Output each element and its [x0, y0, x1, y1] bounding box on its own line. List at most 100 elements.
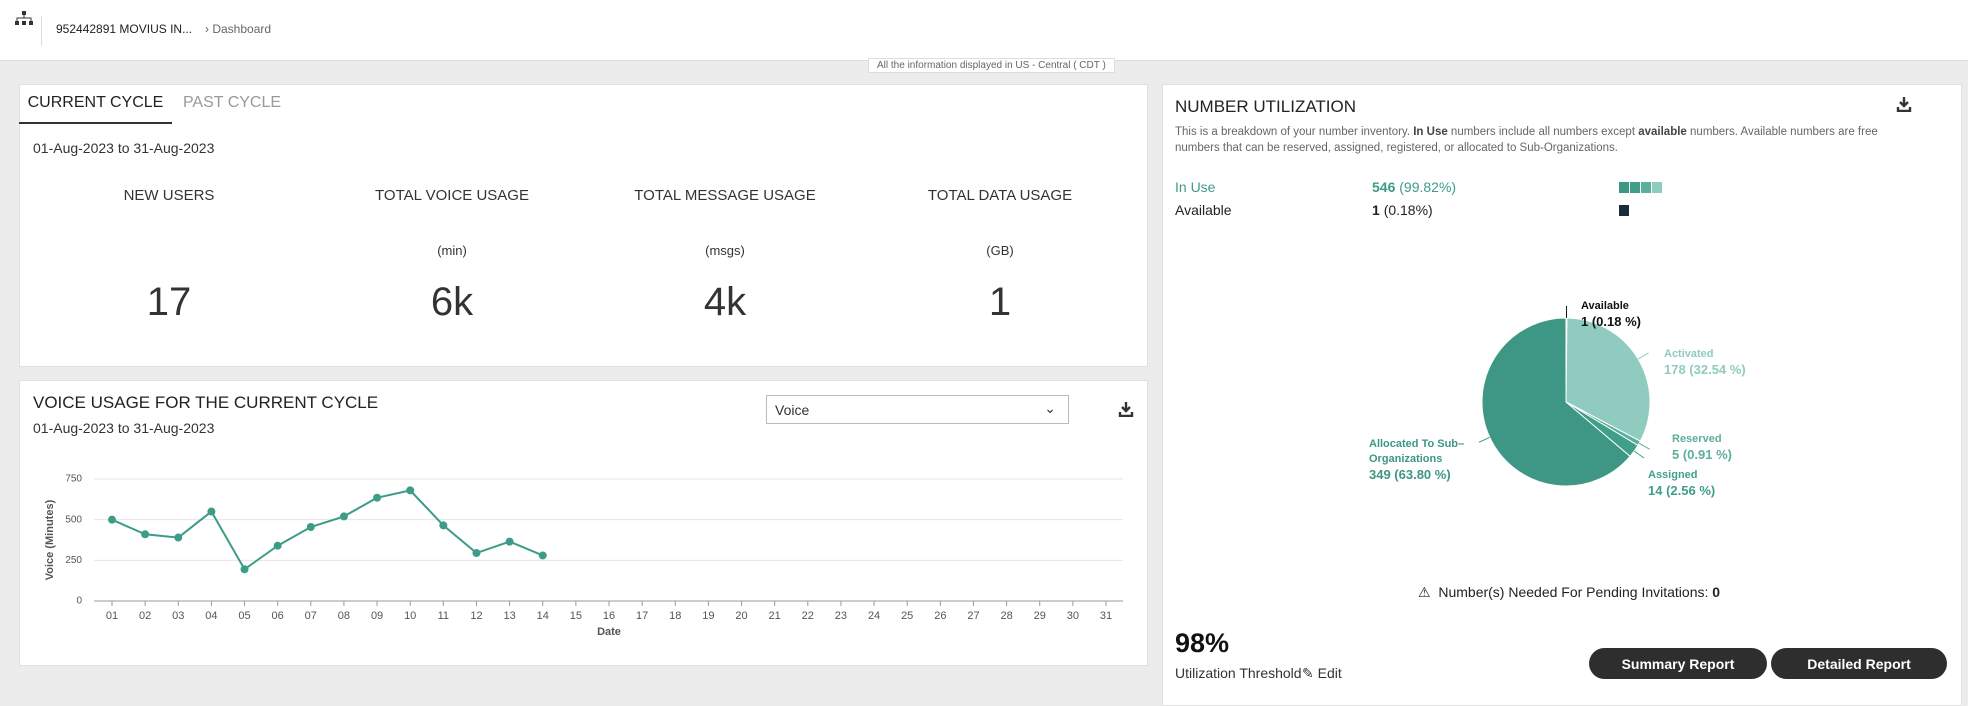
- header: [0, 0, 1968, 61]
- legend-square: [1619, 182, 1629, 193]
- y-tick-label: 500: [65, 514, 82, 525]
- dropdown[interactable]: Voice⌄: [766, 395, 1069, 424]
- pending-value: 0: [1712, 584, 1720, 600]
- row-count: 1: [1372, 202, 1380, 218]
- org-icon[interactable]: [14, 10, 34, 28]
- pie-label-name: Reserved: [1672, 432, 1732, 447]
- breadcrumb-text: Dashboard: [212, 22, 271, 36]
- legend-square: [1630, 182, 1640, 193]
- date-range: 01-Aug-2023 to 31-Aug-2023: [33, 140, 214, 156]
- x-tick-label: 16: [603, 610, 615, 622]
- row-count: 546: [1372, 179, 1395, 195]
- row-value: 1 (0.18%): [1372, 202, 1433, 218]
- legend-square: [1619, 205, 1629, 216]
- point: [307, 523, 315, 531]
- line: [112, 490, 543, 569]
- x-tick-label: 04: [205, 610, 217, 622]
- button[interactable]: Summary Report: [1589, 648, 1767, 679]
- download-icon[interactable]: [1118, 401, 1134, 417]
- description: This is a breakdown of your number inven…: [1175, 124, 1895, 156]
- x-tick-label: 13: [503, 610, 515, 622]
- x-tick-label: 01: [106, 610, 118, 622]
- pie-label-name: Activated: [1664, 347, 1746, 362]
- x-tick-label: 14: [537, 610, 549, 622]
- point: [207, 508, 215, 516]
- point: [506, 538, 514, 546]
- leader-line: [1639, 443, 1649, 449]
- y-tick-label: 250: [65, 555, 82, 566]
- x-tick-label: 24: [868, 610, 880, 622]
- x-tick-label: 02: [139, 610, 151, 622]
- stat-unit: (GB): [850, 243, 1150, 258]
- description-part: This is a breakdown of your number inven…: [1175, 126, 1413, 138]
- dropdown-value: Voice: [775, 402, 809, 418]
- legend-square: [1641, 182, 1651, 193]
- download-icon[interactable]: [1896, 96, 1912, 112]
- x-tick-label: 20: [735, 610, 747, 622]
- button[interactable]: Detailed Report: [1771, 648, 1947, 679]
- point: [108, 516, 116, 524]
- row-label: Available: [1175, 202, 1232, 218]
- x-tick-label: 30: [1067, 610, 1079, 622]
- pie-chart: [1162, 280, 1960, 560]
- x-tick-label: 05: [238, 610, 250, 622]
- tab[interactable]: PAST CYCLE: [172, 94, 292, 112]
- x-tick-label: 10: [404, 610, 416, 622]
- point: [406, 486, 414, 494]
- threshold: 98%: [1175, 628, 1229, 659]
- pie-label-value: 178 (32.54 %): [1664, 362, 1746, 377]
- description-part: numbers include all numbers except: [1448, 126, 1639, 138]
- breadcrumb[interactable]: › Dashboard: [205, 22, 271, 36]
- x-tick-label: 26: [934, 610, 946, 622]
- timezone-note: All the information displayed in US - Ce…: [868, 58, 1115, 73]
- x-tick-label: 09: [371, 610, 383, 622]
- account[interactable]: 952442891 MOVIUS IN...: [56, 22, 192, 36]
- pie-label-value: 349 (63.80 %): [1369, 467, 1479, 482]
- stat-unit: (min): [302, 243, 602, 258]
- stat-value: 4k: [575, 280, 875, 325]
- x-tick-label: 17: [636, 610, 648, 622]
- y-tick-label: 750: [65, 474, 82, 485]
- y-axis-label: Voice (Minutes): [44, 499, 56, 580]
- stat-label: TOTAL VOICE USAGE: [302, 187, 602, 204]
- pending-label: Number(s) Needed For Pending Invitations…: [1438, 584, 1708, 600]
- point: [472, 549, 480, 557]
- leader-line: [1638, 353, 1648, 359]
- pie-label-name: Assigned: [1648, 468, 1715, 483]
- point: [340, 512, 348, 520]
- stat-value: 6k: [302, 280, 602, 325]
- x-tick-label: 21: [769, 610, 781, 622]
- stat-unit: (msgs): [575, 243, 875, 258]
- legend-square: [1652, 182, 1662, 193]
- tab[interactable]: CURRENT CYCLE: [19, 94, 172, 124]
- x-tick-label: 23: [835, 610, 847, 622]
- pie-label-value: 14 (2.56 %): [1648, 483, 1715, 498]
- leader-line: [1479, 437, 1490, 442]
- x-tick-label: 15: [570, 610, 582, 622]
- divider: [41, 16, 42, 46]
- row-value: 546 (99.82%): [1372, 179, 1456, 195]
- stat-label: TOTAL MESSAGE USAGE: [575, 187, 875, 204]
- y-tick-label: 0: [76, 596, 82, 607]
- point: [241, 565, 249, 573]
- x-tick-label: 18: [669, 610, 681, 622]
- point: [539, 551, 547, 559]
- x-axis-label: Date: [597, 626, 621, 638]
- x-tick-label: 31: [1100, 610, 1112, 622]
- panel-title: VOICE USAGE FOR THE CURRENT CYCLE: [33, 393, 378, 413]
- x-tick-label: 06: [272, 610, 284, 622]
- edit-link[interactable]: ✎ Edit: [1302, 665, 1342, 682]
- point: [141, 530, 149, 538]
- pie-label-name: Allocated To Sub–Organizations: [1369, 437, 1479, 467]
- row-percent: (99.82%): [1399, 179, 1456, 195]
- pie-label-value: 1 (0.18 %): [1581, 314, 1641, 329]
- point: [274, 542, 282, 550]
- x-tick-label: 27: [967, 610, 979, 622]
- point: [439, 521, 447, 529]
